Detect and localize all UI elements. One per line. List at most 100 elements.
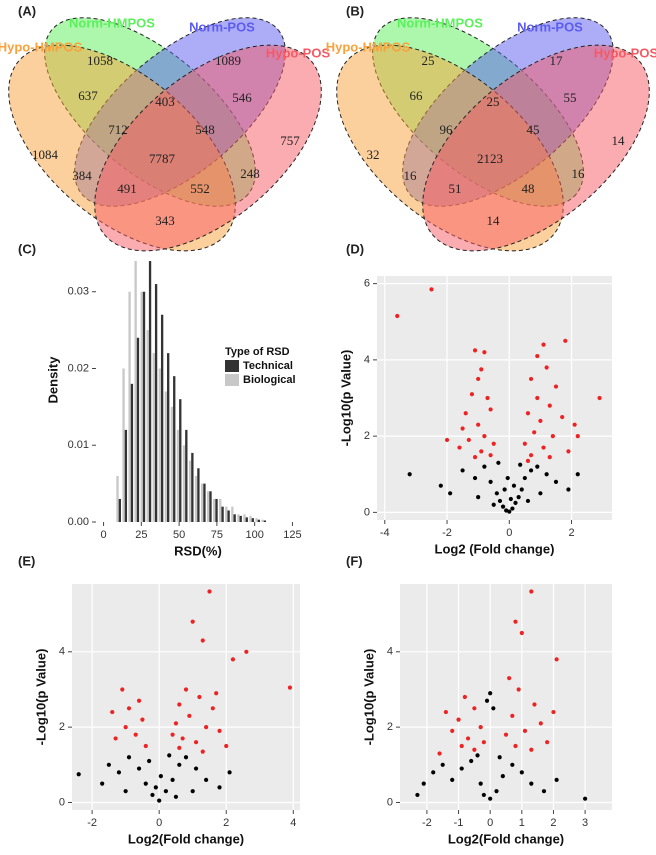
point bbox=[519, 487, 524, 492]
bar bbox=[231, 506, 234, 522]
plot-background bbox=[72, 584, 300, 810]
bar bbox=[158, 368, 161, 522]
point bbox=[472, 475, 478, 481]
point bbox=[494, 789, 499, 794]
bar bbox=[225, 506, 228, 522]
region-count: 51 bbox=[449, 181, 462, 196]
point bbox=[597, 395, 602, 401]
point bbox=[113, 736, 118, 741]
point bbox=[173, 794, 179, 799]
point bbox=[150, 792, 155, 798]
point bbox=[116, 770, 122, 775]
plot-background bbox=[400, 584, 612, 810]
point bbox=[469, 758, 474, 764]
point bbox=[488, 796, 493, 801]
point bbox=[541, 445, 546, 450]
point bbox=[484, 698, 490, 703]
y-tick-label: 0.01 bbox=[68, 439, 89, 451]
bar bbox=[182, 445, 186, 522]
point bbox=[183, 687, 189, 692]
bar bbox=[219, 498, 222, 522]
region-count: 2123 bbox=[477, 151, 503, 166]
x-tick-label: 4 bbox=[290, 817, 296, 829]
point bbox=[244, 649, 249, 654]
point bbox=[224, 743, 229, 749]
point bbox=[503, 732, 509, 737]
point bbox=[516, 495, 521, 500]
point bbox=[214, 691, 219, 696]
point bbox=[472, 747, 477, 752]
x-tick-label: 2 bbox=[550, 817, 556, 829]
point bbox=[287, 685, 293, 690]
bar bbox=[142, 291, 146, 522]
region-count: 1084 bbox=[32, 147, 59, 162]
bar bbox=[255, 518, 258, 522]
point bbox=[583, 796, 588, 801]
point bbox=[190, 619, 195, 624]
region-count: 637 bbox=[78, 88, 98, 103]
x-tick-label: 1 bbox=[519, 817, 525, 829]
bar bbox=[140, 291, 143, 522]
y-axis-label: Density bbox=[45, 356, 60, 404]
point bbox=[147, 758, 152, 764]
y-axis-label: -Log10(p Value) bbox=[361, 649, 376, 746]
set-name: Hypo-POS bbox=[594, 45, 656, 60]
set-ellipse bbox=[422, 44, 650, 252]
point bbox=[491, 441, 496, 446]
region-count: 48 bbox=[522, 181, 535, 196]
legend-swatch bbox=[225, 360, 239, 372]
point bbox=[532, 430, 537, 435]
point bbox=[554, 777, 559, 782]
point bbox=[136, 698, 142, 703]
set-ellipse bbox=[94, 44, 322, 252]
point bbox=[204, 777, 209, 782]
point bbox=[173, 721, 179, 726]
point bbox=[541, 789, 547, 794]
region-count: 1089 bbox=[215, 53, 241, 68]
point bbox=[575, 434, 580, 439]
region-count: 491 bbox=[117, 181, 137, 196]
point bbox=[481, 792, 486, 798]
point bbox=[547, 403, 552, 408]
point bbox=[157, 798, 162, 803]
point bbox=[572, 422, 577, 427]
point bbox=[525, 458, 531, 464]
point bbox=[204, 725, 209, 730]
region-count: 1058 bbox=[87, 53, 113, 68]
point bbox=[500, 504, 506, 509]
point bbox=[551, 709, 556, 715]
point bbox=[528, 468, 534, 473]
point bbox=[519, 630, 524, 636]
region-count: 32 bbox=[367, 147, 380, 162]
point bbox=[508, 496, 513, 502]
point bbox=[535, 395, 540, 401]
panel-label: (F) bbox=[346, 553, 363, 568]
point bbox=[459, 766, 464, 771]
panel-label: (B) bbox=[346, 3, 364, 18]
region-count: 16 bbox=[404, 168, 418, 183]
set-name: Norm-POS bbox=[189, 19, 255, 34]
panel-label: (D) bbox=[346, 241, 364, 256]
point bbox=[120, 687, 125, 692]
point bbox=[457, 445, 462, 450]
region-count: 14 bbox=[487, 213, 501, 228]
point bbox=[510, 713, 515, 718]
region-count: 343 bbox=[155, 213, 175, 228]
point bbox=[481, 740, 486, 745]
bar bbox=[136, 337, 140, 522]
bar bbox=[134, 261, 137, 522]
point bbox=[528, 376, 534, 382]
point bbox=[496, 460, 501, 465]
legend-label: Technical bbox=[243, 360, 293, 372]
point bbox=[158, 774, 163, 779]
point bbox=[200, 638, 205, 643]
bar bbox=[203, 483, 206, 522]
y-tick-label: 0 bbox=[364, 506, 370, 518]
bar bbox=[197, 468, 200, 522]
bar bbox=[116, 475, 119, 522]
y-tick-label: 0.00 bbox=[68, 516, 89, 528]
set-name: Hypo-HMPOS bbox=[326, 39, 411, 54]
point bbox=[513, 743, 518, 749]
x-tick-label: 0 bbox=[506, 527, 512, 539]
